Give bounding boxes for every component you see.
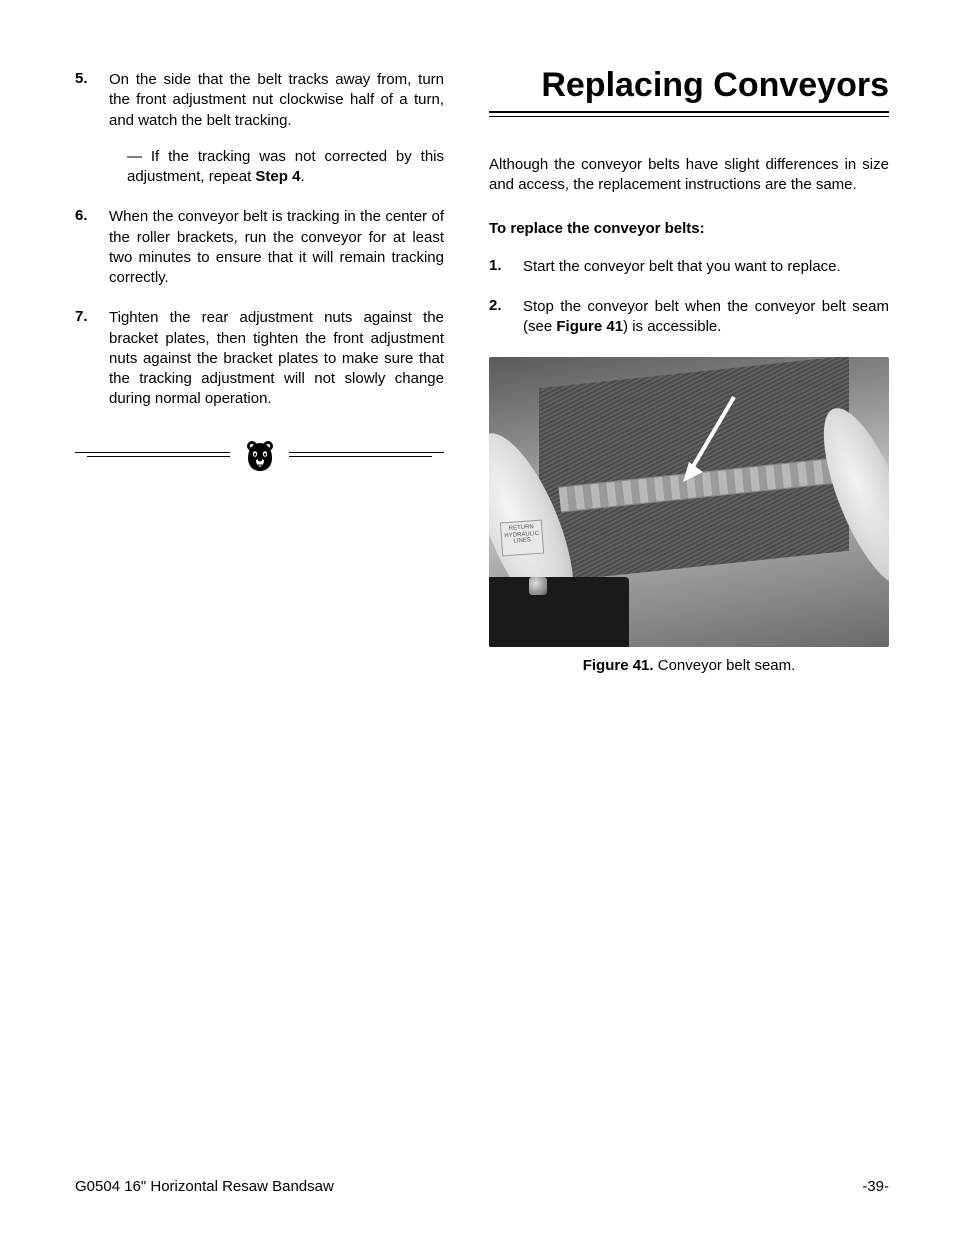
right-column: Replacing Conveyors Although the conveyo…: [489, 70, 889, 1158]
step-sub: — If the tracking was not corrected by t…: [109, 147, 444, 188]
figure-caption: Figure 41. Conveyor belt seam.: [489, 657, 889, 674]
section-title: Replacing Conveyors: [489, 66, 889, 105]
section-divider: [75, 438, 444, 472]
figure-image: RETURN HYDRAULIC LINES: [489, 357, 889, 647]
title-rule: [489, 116, 889, 117]
step-text: Start the conveyor belt that you want to…: [523, 257, 889, 277]
title-rule: [489, 111, 889, 113]
bear-icon: [245, 438, 275, 472]
divider-line: [289, 452, 444, 453]
figure-label-bold: Figure 41.: [583, 657, 654, 674]
step-suffix: ) is accessible.: [623, 318, 721, 335]
replace-step-1: 1. Start the conveyor belt that you want…: [489, 257, 889, 277]
subheading: To replace the conveyor belts:: [489, 220, 889, 237]
step-number: 1.: [489, 257, 523, 277]
footer-page-number: -39-: [862, 1178, 889, 1195]
machine-base: [489, 577, 629, 647]
figure-label-rest: Conveyor belt seam.: [654, 657, 796, 674]
step-body: On the side that the belt tracks away fr…: [109, 70, 444, 187]
step-text: Tighten the rear adjustment nuts against…: [109, 308, 444, 409]
arrow-icon: [679, 392, 749, 492]
footer-left: G0504 16" Horizontal Resaw Bandsaw: [75, 1178, 334, 1195]
divider-line: [87, 456, 230, 457]
step-number: 5.: [75, 70, 109, 187]
step-7: 7. Tighten the rear adjustment nuts agai…: [75, 308, 444, 409]
step-body: Stop the conveyor belt when the conveyor…: [523, 297, 889, 338]
sub-suffix: .: [300, 168, 304, 185]
intro-paragraph: Although the conveyor belts have slight …: [489, 155, 889, 196]
warning-tag: RETURN HYDRAULIC LINES: [500, 520, 544, 557]
step-number: 7.: [75, 308, 109, 409]
step-text: When the conveyor belt is tracking in th…: [109, 207, 444, 288]
step-5: 5. On the side that the belt tracks away…: [75, 70, 444, 187]
bolt: [529, 577, 547, 595]
divider-line: [75, 452, 230, 453]
page-footer: G0504 16" Horizontal Resaw Bandsaw -39-: [75, 1158, 889, 1195]
sub-bold: Step 4: [255, 168, 300, 185]
step-text: On the side that the belt tracks away fr…: [109, 71, 444, 129]
step-number: 2.: [489, 297, 523, 338]
step-6: 6. When the conveyor belt is tracking in…: [75, 207, 444, 288]
replace-step-2: 2. Stop the conveyor belt when the conve…: [489, 297, 889, 338]
divider-line: [289, 456, 432, 457]
step-number: 6.: [75, 207, 109, 288]
left-column: 5. On the side that the belt tracks away…: [75, 70, 444, 1158]
step-bold: Figure 41: [556, 318, 623, 335]
